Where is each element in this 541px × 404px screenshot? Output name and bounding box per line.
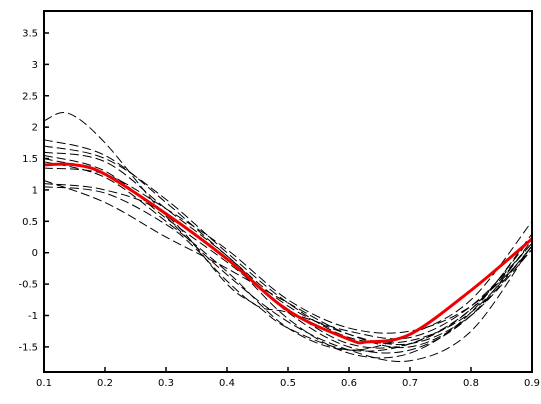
y-tick-label: 0.5 (22, 217, 38, 228)
mean-curve-line (43, 162, 533, 345)
x-tick-label: 0.1 (36, 378, 52, 389)
sample-curve-line-2 (43, 139, 533, 346)
y-axis: -1.5 -1 -0.5 0 0.5 1 1.5 2 2.5 3 3.5 (18, 28, 49, 353)
y-tick-label: -1 (28, 311, 38, 322)
y-tick-label: 0 (32, 248, 38, 259)
sample-curve-line-11 (43, 186, 533, 340)
y-tick-label: 2.5 (22, 91, 38, 102)
x-tick-label: 0.6 (341, 378, 357, 389)
x-tick-label: 0.4 (219, 378, 235, 389)
x-tick-label: 0.8 (463, 378, 479, 389)
y-tick-label: -0.5 (18, 280, 38, 291)
sample-curve-line-1 (43, 112, 533, 362)
plot-frame (43, 10, 533, 373)
y-tick-label: 1 (32, 185, 38, 196)
sample-curve-line-10 (43, 183, 533, 352)
sample-curve-line-3 (43, 145, 533, 344)
y-tick-label: 3 (32, 60, 38, 71)
y-tick-label: 1.5 (22, 154, 38, 165)
y-tick-label: 2 (32, 123, 38, 134)
sample-curve-line-9 (43, 180, 533, 349)
y-tick-label: -1.5 (18, 342, 38, 353)
x-axis: 0.1 0.2 0.3 0.4 0.5 0.6 0.7 0.8 0.9 (36, 367, 540, 389)
x-tick-label: 0.5 (280, 378, 296, 389)
sample-curve-line-7 (43, 161, 533, 351)
sample-curve-line-4 (43, 151, 533, 354)
x-tick-label: 0.7 (402, 378, 418, 389)
x-tick-label: 0.2 (97, 378, 113, 389)
series-layer (43, 112, 533, 362)
x-tick-label: 0.3 (158, 378, 174, 389)
y-tick-label: 3.5 (22, 28, 38, 39)
x-tick-label: 0.9 (524, 378, 540, 389)
sample-curve-line-5 (43, 154, 533, 349)
